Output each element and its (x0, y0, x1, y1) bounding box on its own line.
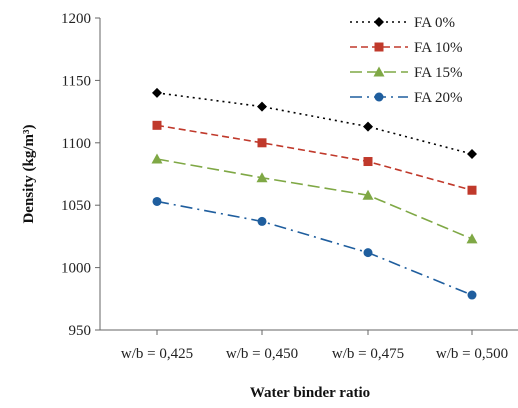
legend-marker-triangle (373, 66, 385, 77)
y-tick-label: 1000 (61, 261, 91, 277)
data-point-triangle (466, 233, 478, 244)
y-tick-label: 1050 (61, 198, 91, 214)
y-tick-label: 1200 (61, 11, 91, 27)
data-point-diamond (152, 87, 162, 98)
data-point-triangle (256, 172, 268, 183)
series-fa-10- (152, 120, 477, 195)
series-fa-15- (151, 153, 478, 244)
x-tick-label: w/b = 0,500 (436, 346, 508, 362)
y-axis-title: Density (kg/m³) (21, 124, 37, 223)
data-point-circle (467, 290, 477, 300)
data-point-diamond (363, 121, 373, 132)
data-point-triangle (362, 189, 374, 200)
legend-entry: FA 0% (350, 15, 455, 31)
legend-marker-diamond (374, 17, 384, 27)
y-tick-label: 950 (69, 323, 92, 339)
legend-label: FA 0% (414, 15, 455, 31)
series-fa-0- (152, 87, 477, 160)
data-point-square (363, 157, 373, 167)
legend-entry: FA 20% (350, 90, 462, 106)
data-point-circle (257, 216, 267, 226)
x-tick-labels: w/b = 0,425 w/b = 0,450 w/b = 0,475 w/b = 0… (121, 330, 508, 362)
x-axis-title: Water binder ratio (250, 385, 370, 401)
data-point-triangle (151, 153, 163, 164)
x-tick-label: w/b = 0,475 (332, 346, 404, 362)
data-point-square (257, 138, 267, 148)
legend-label: FA 20% (414, 90, 462, 106)
legend-entry: FA 15% (350, 65, 462, 81)
legend-entry: FA 10% (350, 40, 462, 56)
legend: FA 0% FA 10% FA 15% FA 20% (350, 15, 462, 106)
series-lines (151, 87, 478, 300)
x-tick-label: w/b = 0,450 (226, 346, 298, 362)
data-point-square (467, 185, 477, 195)
x-tick-label: w/b = 0,425 (121, 346, 193, 362)
legend-label: FA 10% (414, 40, 462, 56)
data-point-square (152, 120, 162, 130)
data-point-diamond (467, 149, 477, 160)
data-point-circle (152, 196, 162, 206)
axes (99, 18, 518, 331)
data-point-diamond (257, 101, 267, 112)
series-line (156, 200, 473, 296)
legend-marker-circle (374, 92, 384, 102)
legend-label: FA 15% (414, 65, 462, 81)
legend-marker-square (374, 42, 384, 52)
series-line (156, 124, 473, 191)
series-line (156, 158, 473, 240)
y-tick-label: 1150 (62, 73, 91, 89)
y-tick-label: 1100 (62, 136, 91, 152)
series-fa-20- (152, 196, 477, 300)
y-tick-labels: 950 1000 1050 1100 1150 1200 (61, 11, 100, 339)
data-point-circle (363, 248, 373, 258)
